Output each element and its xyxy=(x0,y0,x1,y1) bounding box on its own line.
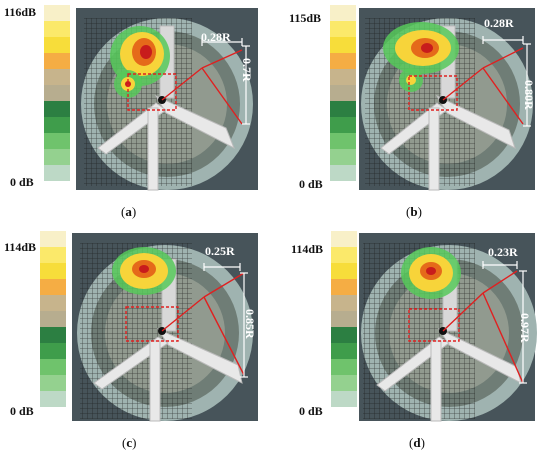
vertical-dimension-label: 0.80R xyxy=(522,80,536,110)
color-scale-bar xyxy=(44,5,70,181)
dimension-lines xyxy=(203,263,248,378)
dimension-lines xyxy=(482,261,527,384)
color-scale-bar xyxy=(331,231,357,407)
scale-segment xyxy=(330,69,356,85)
caption: (b) xyxy=(406,204,422,219)
scale-segment xyxy=(330,133,356,149)
scale-segment xyxy=(331,343,357,359)
caption: (a) xyxy=(121,204,137,219)
scale-segment xyxy=(44,5,70,21)
scale-segment xyxy=(330,165,356,181)
scale-segment xyxy=(40,359,66,375)
sound-hotspot xyxy=(110,26,170,98)
scale-segment xyxy=(330,117,356,133)
scale-segment xyxy=(40,247,66,263)
scale-segment xyxy=(40,375,66,391)
scale-segment xyxy=(330,5,356,21)
max-db-label: 115dB xyxy=(289,11,322,25)
panel-c: 114dB 0 dB 0.25R 0.85R (c) xyxy=(0,227,275,453)
dimension-lines xyxy=(201,38,250,125)
scale-segment xyxy=(40,343,66,359)
sound-hotspot xyxy=(401,247,461,299)
scale-segment xyxy=(331,311,357,327)
scale-segment xyxy=(330,21,356,37)
scale-segment xyxy=(331,231,357,247)
horizontal-dimension-label: 0.28R xyxy=(484,16,514,30)
scale-segment xyxy=(331,279,357,295)
scale-segment xyxy=(330,37,356,53)
panel-a-graphic xyxy=(44,5,258,191)
min-db-label: 0 dB xyxy=(299,177,323,191)
panel-d-graphic xyxy=(331,231,537,422)
caption: (d) xyxy=(409,435,425,450)
max-db-label: 114dB xyxy=(291,242,324,256)
min-db-label: 0 dB xyxy=(10,175,34,189)
panel-c-graphic xyxy=(40,231,258,422)
scale-segment xyxy=(44,133,70,149)
source-markers xyxy=(125,272,245,376)
scale-segment xyxy=(40,295,66,311)
scale-segment xyxy=(40,279,66,295)
panel-d: 114dB 0 dB 0.23R 0.97R (d) xyxy=(275,227,550,453)
max-db-label: 116dB xyxy=(4,5,37,19)
scale-segment xyxy=(330,53,356,69)
scale-segment xyxy=(40,327,66,343)
panel-b: 115dB 0 dB 0.28R 0.80R (b) xyxy=(275,0,550,226)
source-markers xyxy=(127,49,243,125)
acoustic-photo xyxy=(76,8,258,191)
vertical-dimension-label: 0.85R xyxy=(243,309,257,339)
panel-b-graphic xyxy=(330,5,535,191)
caption: (c) xyxy=(122,435,137,450)
scale-segment xyxy=(330,149,356,165)
scale-segment xyxy=(330,85,356,101)
scale-segment xyxy=(40,391,66,407)
scale-segment xyxy=(331,295,357,311)
scale-segment xyxy=(331,247,357,263)
min-db-label: 0 dB xyxy=(299,404,323,418)
acoustic-photo xyxy=(359,8,535,191)
scale-segment xyxy=(331,391,357,407)
scale-segment xyxy=(40,263,66,279)
scale-segment xyxy=(40,311,66,327)
scale-segment xyxy=(44,165,70,181)
dimension-lines xyxy=(482,36,531,127)
scale-segment xyxy=(331,327,357,343)
vertical-dimension-label: 0.97R xyxy=(518,313,532,343)
acoustic-photo xyxy=(359,233,537,422)
scale-segment xyxy=(44,101,70,117)
scale-segment xyxy=(44,37,70,53)
scale-segment xyxy=(330,101,356,117)
source-markers xyxy=(408,270,524,384)
sound-hotspot xyxy=(112,247,176,295)
scale-segment xyxy=(331,263,357,279)
sound-hotspot xyxy=(383,22,459,92)
scale-segment xyxy=(331,375,357,391)
source-markers xyxy=(408,47,524,125)
horizontal-dimension-label: 0.25R xyxy=(205,244,235,258)
panel-a: 116dB 0 dB 0.28R 0.7R (a) xyxy=(0,0,275,226)
color-scale-bar xyxy=(330,5,356,181)
scale-segment xyxy=(40,231,66,247)
horizontal-dimension-label: 0.28R xyxy=(201,30,231,44)
scale-segment xyxy=(44,53,70,69)
color-scale-bar xyxy=(40,231,66,407)
acoustic-photo xyxy=(72,233,258,422)
scale-segment xyxy=(331,359,357,375)
scale-segment xyxy=(44,85,70,101)
min-db-label: 0 dB xyxy=(10,404,34,418)
max-db-label: 114dB xyxy=(4,240,37,254)
scale-segment xyxy=(44,69,70,85)
scale-segment xyxy=(44,117,70,133)
horizontal-dimension-label: 0.23R xyxy=(488,245,518,259)
scale-segment xyxy=(44,149,70,165)
vertical-dimension-label: 0.7R xyxy=(240,58,254,82)
scale-segment xyxy=(44,21,70,37)
